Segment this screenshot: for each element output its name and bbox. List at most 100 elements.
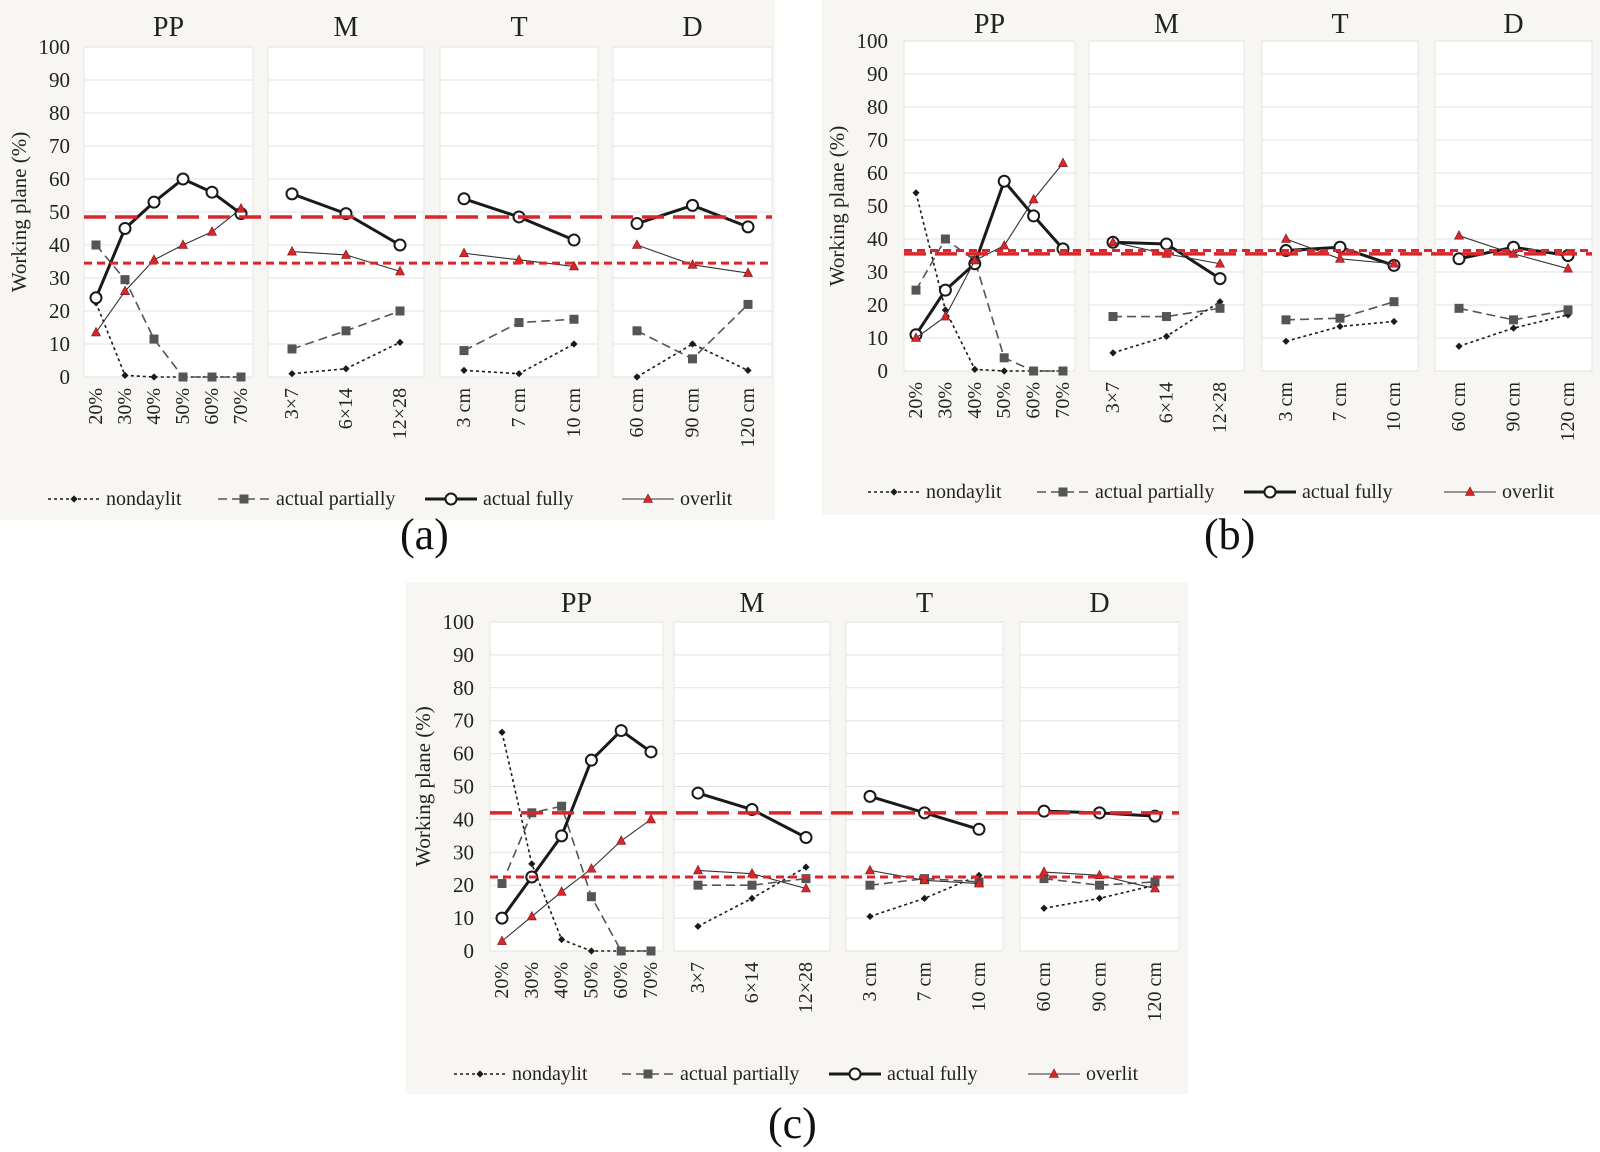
legend-item-actual-partially: actual partially [622, 1063, 799, 1085]
series-line-overlit [915, 162, 1064, 339]
legend-marker [1263, 485, 1277, 499]
subplot-m: M 3×7 6×14 12×28 [267, 12, 425, 439]
point-nondaylit [460, 366, 468, 374]
point-actual-partially [586, 892, 596, 902]
legend-marker [70, 495, 78, 503]
point-overlit [1454, 230, 1464, 240]
y-tick-label: 40 [49, 233, 70, 257]
point-actual-partially [395, 306, 405, 316]
x-tick-label: 3 cm [453, 388, 475, 428]
legend-label: actual fully [483, 488, 574, 510]
point-overlit [1563, 263, 1573, 273]
point-overlit [91, 326, 101, 337]
y-tick-label: 70 [49, 134, 70, 158]
point-nondaylit [688, 340, 697, 348]
x-tick-label: 6×14 [335, 388, 357, 429]
subplot-title: T [916, 588, 933, 619]
x-tick-label: 7 cm [508, 388, 530, 428]
point-actual-partially [865, 880, 875, 890]
subplot-title: PP [153, 12, 184, 43]
point-overlit [616, 835, 627, 845]
point-overlit [526, 910, 537, 921]
legend-label: nondaylit [512, 1063, 588, 1085]
point-overlit [341, 249, 351, 259]
point-overlit [940, 310, 951, 321]
x-tick-label: 60% [610, 962, 632, 999]
point-actual-partially [497, 879, 507, 889]
x-tick-label: 50% [580, 962, 602, 999]
subplot-title: M [740, 588, 765, 619]
point-actual-partially [459, 346, 469, 356]
subplot-d: D 60 cm 90 cm 120 cm [1019, 588, 1180, 1022]
x-tick-label: 3 cm [1275, 382, 1297, 422]
y-axis-title: Working plane (%) [411, 706, 435, 866]
subplot-title: D [1503, 9, 1523, 40]
series-line-actual-partially [501, 805, 651, 952]
point-nondaylit [288, 370, 296, 378]
legend-item-nondaylit: nondaylit [454, 1063, 588, 1085]
point-actual-fully [555, 829, 569, 843]
point-nondaylit [694, 922, 702, 930]
legend-label: nondaylit [106, 488, 182, 510]
x-tick-label: 30% [114, 388, 136, 425]
x-tick-label: 30% [521, 962, 543, 999]
legend-label: actual partially [276, 488, 395, 510]
point-actual-fully [938, 283, 952, 297]
point-overlit [1389, 258, 1399, 268]
legend-label: actual partially [1095, 481, 1214, 503]
legend-label: actual fully [1302, 481, 1393, 503]
x-tick-label: 20% [491, 962, 513, 999]
point-nondaylit [515, 370, 523, 378]
y-tick-label: 20 [49, 299, 70, 323]
series-line-actual-partially [1458, 307, 1569, 321]
point-actual-fully [1037, 804, 1051, 818]
point-actual-partially [1454, 303, 1464, 313]
x-tick-label: 10 cm [563, 388, 585, 438]
x-tick-label: 60% [1023, 382, 1045, 419]
legend-label: actual fully [887, 1063, 978, 1085]
y-tick-label: 30 [453, 840, 474, 864]
point-actual-partially [341, 326, 351, 336]
x-tick-label: 60 cm [1448, 382, 1470, 432]
point-actual-fully [1027, 209, 1041, 223]
y-tick-label: 30 [49, 266, 70, 290]
point-overlit [120, 285, 130, 295]
subplot-t: T 3 cm 7 cm 10 cm [439, 12, 599, 438]
point-overlit [236, 203, 246, 213]
point-actual-partially [569, 314, 579, 324]
point-actual-partially [287, 344, 297, 354]
x-tick-label: 70% [1052, 382, 1074, 419]
x-tick-label: 12×28 [389, 388, 411, 439]
x-tick-label: 120 cm [1144, 962, 1166, 1022]
point-overlit [1281, 233, 1291, 243]
point-overlit [1335, 253, 1345, 263]
x-tick-label: 7 cm [914, 962, 936, 1002]
point-nondaylit [342, 365, 350, 373]
point-overlit [999, 239, 1010, 250]
legend-marker [239, 494, 249, 504]
point-actual-partially [1039, 874, 1049, 884]
point-overlit [646, 813, 656, 824]
legend-item-actual-fully: actual fully [829, 1063, 978, 1085]
point-nondaylit [121, 371, 129, 379]
x-tick-label: 3×7 [687, 962, 709, 993]
y-axis-title: Working plane (%) [825, 126, 849, 286]
y-tick-label: 70 [867, 128, 888, 152]
point-actual-fully [495, 911, 509, 925]
subplot-title: PP [974, 9, 1005, 40]
x-tick-label: 50% [993, 382, 1015, 419]
y-tick-label: 90 [49, 68, 70, 92]
subplot-m: M 3×7 6×14 12×28 [1088, 9, 1245, 433]
legend-marker [890, 488, 898, 496]
x-tick-label: 3 cm [859, 962, 881, 1002]
point-overlit [693, 864, 703, 875]
series-line-actual-partially [1043, 877, 1156, 887]
point-nondaylit [1509, 324, 1518, 332]
figure-label-b: (b) [1204, 510, 1256, 559]
point-overlit [919, 874, 930, 885]
y-tick-label: 40 [867, 227, 888, 251]
point-actual-fully [205, 185, 219, 199]
point-overlit [395, 265, 405, 276]
figure-label-c: (c) [768, 1099, 817, 1148]
